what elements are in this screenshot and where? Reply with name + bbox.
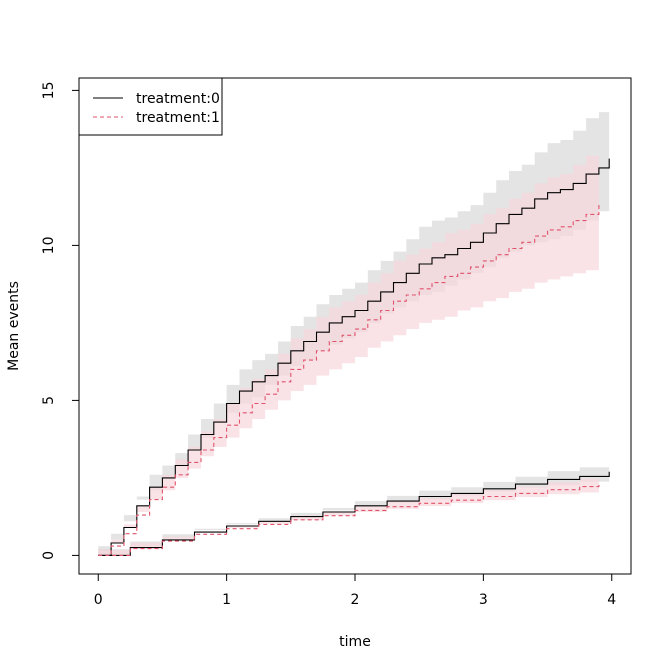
y-tick-label: 10 [41, 236, 57, 254]
x-tick-label: 3 [479, 592, 488, 608]
band-treatment-1-upper [98, 149, 599, 556]
line-treatment-1-upper [98, 202, 600, 556]
legend-entry-treatment-0: treatment:0 [136, 91, 220, 107]
x-tick-label: 1 [222, 592, 231, 608]
x-axis: 0 1 2 3 4 [94, 573, 616, 608]
y-tick-label: 5 [41, 396, 57, 405]
x-tick-label: 2 [351, 592, 360, 608]
band-treatment-1-lower [98, 475, 599, 556]
x-axis-label: time [339, 634, 371, 650]
x-tick-label: 0 [94, 592, 103, 608]
band-treatment-0-lower [98, 461, 610, 556]
y-tick-label: 0 [41, 551, 57, 560]
legend-entry-treatment-1: treatment:1 [136, 110, 220, 126]
line-treatment-1-lower [98, 484, 600, 556]
line-treatment-0-upper [98, 158, 610, 556]
y-axis-label: Mean events [6, 281, 22, 371]
legend: treatment:0 treatment:1 [78, 77, 223, 136]
series-lines [98, 158, 610, 556]
y-tick-label: 15 [41, 81, 57, 99]
confidence-bands [98, 102, 610, 556]
x-tick-label: 4 [607, 592, 616, 608]
y-axis: 0 5 10 15 [41, 81, 80, 560]
legend-box [78, 77, 223, 136]
